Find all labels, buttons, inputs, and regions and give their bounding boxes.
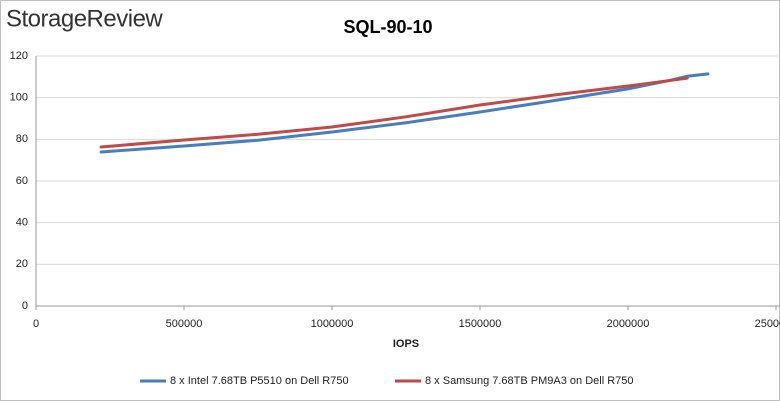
x-tick-label: 0 bbox=[33, 318, 39, 330]
y-tick-label: 20 bbox=[16, 258, 28, 270]
y-tick-label: 100 bbox=[10, 92, 28, 104]
x-axis-label: IOPS bbox=[393, 338, 419, 350]
y-tick-label: 60 bbox=[16, 175, 28, 187]
y-tick-label: 0 bbox=[22, 300, 28, 312]
x-tick-label: 2500000 bbox=[755, 318, 780, 330]
legend-label: 8 x Intel 7.68TB P5510 on Dell R750 bbox=[170, 375, 349, 387]
x-tick-label: 1000000 bbox=[311, 318, 354, 330]
legend-label: 8 x Samsung 7.68TB PM9A3 on Dell R750 bbox=[425, 375, 634, 387]
y-tick-label: 80 bbox=[16, 133, 28, 145]
x-tick-label: 1500000 bbox=[459, 318, 502, 330]
y-tick-label: 40 bbox=[16, 217, 28, 229]
brand-logo: StorageReview bbox=[6, 5, 163, 32]
series-line bbox=[99, 76, 689, 149]
x-tick-label: 500000 bbox=[166, 318, 203, 330]
x-tick-label: 2000000 bbox=[607, 318, 650, 330]
y-tick-label: 120 bbox=[10, 50, 28, 62]
chart-title: SQL-90-10 bbox=[343, 17, 432, 37]
